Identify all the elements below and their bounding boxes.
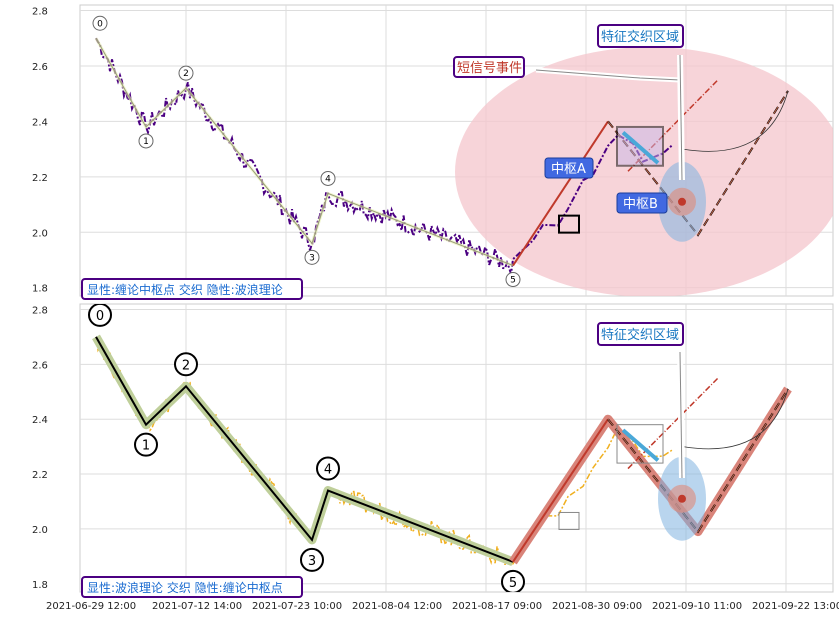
- y-tick-label: 2.6: [32, 62, 48, 73]
- wave-label-circle: [505, 272, 521, 288]
- top-feature-zone-box: [597, 24, 684, 48]
- y-tick-label: 2.4: [32, 415, 48, 426]
- y-tick-label: 2.2: [32, 173, 48, 184]
- wave-label-circle: [138, 133, 154, 149]
- pivot-b-trend: [621, 428, 660, 462]
- pivot-b-box: [616, 192, 668, 214]
- projection-up: [512, 418, 609, 563]
- wave-label: 0: [96, 309, 104, 324]
- wave-label-circle: [501, 569, 525, 592]
- wave-label: 4: [324, 463, 332, 478]
- wave-label-circle: [88, 304, 112, 327]
- projection-up: [512, 120, 609, 267]
- wave-label-circle: [92, 15, 108, 31]
- wave-label: 2: [183, 69, 189, 79]
- top-legend-text: 显性:缠论中枢点 交织 隐性:波浪理论: [87, 282, 283, 297]
- x-tick-label: 2021-08-17 09:00: [452, 601, 542, 612]
- wave-label: 4: [325, 174, 331, 184]
- wave-label: 1: [143, 137, 149, 147]
- wave-label: 5: [510, 276, 516, 286]
- wave-label: 3: [308, 554, 316, 569]
- x-tick-label: 2021-06-29 12:00: [46, 601, 136, 612]
- top-series: 0 1 2 3 4 5: [92, 15, 789, 288]
- projection-dash-inner: [607, 388, 789, 533]
- bottom-feature-zone-label: 特征交织区域: [601, 327, 679, 343]
- x-tick-label: 2021-07-23 10:00: [252, 601, 342, 612]
- wave-label-circle: [174, 352, 198, 377]
- bottom-panel: 0 1 2 3 4 5 1.8 2.0 2.2 2.4 2.6 2.8 显性:波浪理论 交织 隐性:…: [32, 303, 834, 598]
- y-tick-label: 2.8: [32, 305, 48, 316]
- wave-label: 1: [142, 439, 150, 454]
- wave-label-circle: [178, 65, 194, 81]
- top-y-ticks: 1.8 2.0 2.2 2.4 2.6 2.8: [32, 7, 48, 295]
- y-tick-label: 1.8: [32, 284, 48, 295]
- bottom-legend-box: [81, 576, 303, 598]
- wave-label: 5: [509, 576, 517, 591]
- arc-line: [682, 388, 789, 450]
- bottom-y-ticks: 1.8 2.0 2.2 2.4 2.6 2.8: [32, 305, 48, 590]
- top-feature-zone-label: 特征交织区域: [601, 29, 679, 45]
- wave-label-circle: [304, 249, 320, 265]
- x-axis-ticks: 2021-06-29 12:00 2021-07-12 14:00 2021-07-…: [46, 601, 839, 612]
- wave-line: [95, 336, 514, 563]
- x-tick-label: 2021-08-30 09:00: [552, 601, 642, 612]
- short-signal-label: 短信号事件: [457, 61, 522, 76]
- feature-ellipse-top: [455, 47, 833, 296]
- wave-label-circle: [316, 456, 340, 481]
- pivot-a-rect: [558, 511, 580, 530]
- x-tick-label: 2021-08-04 12:00: [352, 601, 442, 612]
- wave-label: 2: [182, 358, 190, 373]
- pivot-b-trend: [621, 130, 660, 165]
- wave-label-circle: [320, 170, 336, 186]
- wave-label: 0: [97, 19, 103, 29]
- arc-line: [682, 90, 789, 152]
- bottom-grid: [80, 304, 833, 592]
- pivot-b-label: 中枢B: [623, 197, 658, 212]
- y-tick-label: 2.4: [32, 117, 48, 128]
- wave-highlight: [94, 37, 514, 267]
- y-tick-label: 2.2: [32, 470, 48, 481]
- bottom-feature-zone-box: [597, 322, 684, 346]
- bottom-series: 0 1 2 3 4 5: [88, 304, 792, 592]
- top-panel: 0 1 2 3 4 5 1.8 2.0 2.2 2.4 2.6 2.8 显性:缠论中枢点 交织 隐性…: [32, 4, 834, 300]
- price-line: [95, 37, 674, 275]
- x-tick-label: 2021-07-12 14:00: [152, 601, 242, 612]
- wave-label-circle: [134, 432, 158, 457]
- short-signal-box: [453, 56, 525, 78]
- pivot-a-rect: [558, 214, 580, 234]
- y-tick-label: 1.8: [32, 580, 48, 591]
- pivot-b-rect: [616, 424, 664, 464]
- top-legend-box: [81, 278, 303, 300]
- y-tick-label: 2.0: [32, 525, 48, 536]
- x-tick-label: 2021-09-22 13:00: [752, 601, 839, 612]
- bottom-legend-text: 显性:波浪理论 交织 隐性:缠论中枢点: [87, 580, 283, 595]
- branch-line: [627, 377, 719, 470]
- target-dot: [678, 197, 686, 206]
- x-tick-label: 2021-09-10 11:00: [652, 601, 742, 612]
- y-tick-label: 2.8: [32, 7, 48, 18]
- wave-label: 3: [309, 253, 315, 263]
- pivot-a-label: 中枢A: [551, 162, 586, 177]
- y-tick-label: 2.0: [32, 228, 48, 239]
- pivot-a-box: [544, 157, 594, 179]
- wave-label-circle: [300, 547, 324, 572]
- y-tick-label: 2.6: [32, 360, 48, 371]
- target-dot: [678, 494, 686, 503]
